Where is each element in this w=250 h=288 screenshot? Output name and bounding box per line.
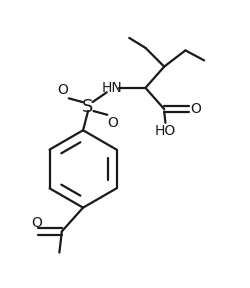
Text: HO: HO xyxy=(154,124,175,138)
Text: O: O xyxy=(58,83,68,97)
Text: O: O xyxy=(189,102,200,116)
Text: O: O xyxy=(31,216,42,230)
Text: S: S xyxy=(82,98,93,115)
Text: HN: HN xyxy=(101,81,122,95)
Text: O: O xyxy=(107,116,118,130)
